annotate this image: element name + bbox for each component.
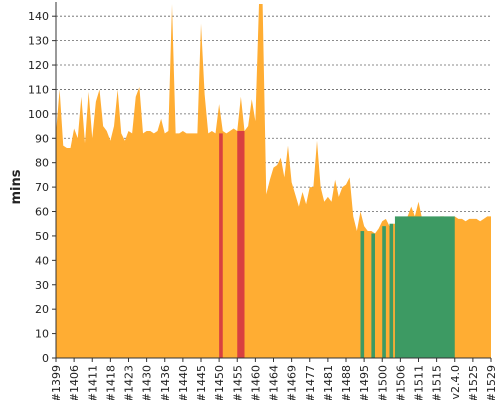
y-axis-label: mins [9,169,24,204]
y-tick-label-40: 40 [35,254,49,267]
x-tick-label-6: #1436 [159,365,172,400]
passed-bar-3 [371,233,375,358]
y-tick-label-120: 120 [28,59,49,72]
passed-bar-2 [360,231,365,358]
y-tick-label-20: 20 [35,303,49,316]
x-tick-label-2: #1411 [86,365,99,400]
y-tick-label-130: 130 [28,35,49,48]
x-tick-label-23: #1525 [467,365,480,400]
y-tick-label-30: 30 [35,279,49,292]
x-tick-label-5: #1430 [141,365,154,400]
x-tick-label-13: #1469 [286,365,299,400]
x-tick-label-11: #1460 [249,365,262,400]
x-tick-label-20: #1511 [413,365,426,400]
x-tick-label-18: #1500 [376,365,389,400]
passed-bar-5 [389,223,394,358]
passed-bar-6 [394,216,455,358]
x-tick-label-17: #1495 [358,365,371,400]
x-tick-label-3: #1418 [104,365,117,400]
x-tick-label-19: #1506 [394,365,407,400]
x-tick-label-24: #1529 [485,365,498,400]
y-tick-label-50: 50 [35,230,49,243]
x-tick-label-22: v2.4.0 [449,365,462,400]
x-tick-label-21: #1515 [431,365,444,400]
x-tick-label-15: #1481 [322,365,335,400]
y-tick-label-90: 90 [35,132,49,145]
x-tick-label-12: #1464 [268,365,281,400]
y-tick-label-70: 70 [35,181,49,194]
x-tick-label-9: #1450 [213,365,226,400]
x-tick-label-0: #1399 [50,365,63,400]
y-tick-label-110: 110 [28,83,49,96]
status-highlights [219,130,455,358]
x-tick-labels: #1399 #1406 #1411 #1418 #1423 #1430 #1436 #1440… [50,358,498,400]
x-tick-label-1: #1406 [68,365,81,400]
passed-bar-4 [382,226,386,358]
x-tick-label-7: #1440 [177,365,190,400]
x-tick-label-4: #1423 [123,365,136,400]
x-tick-label-10: #1455 [231,365,244,400]
x-tick-label-16: #1488 [340,365,353,400]
failed-bar-0 [219,133,223,358]
x-tick-label-8: #1445 [195,365,208,400]
y-tick-labels: 0 10 20 30 40 50 60 70 80 90 100 110 120 130 140 [28,10,56,365]
failed-bar-1 [237,130,245,358]
y-tick-label-10: 10 [35,328,49,341]
y-tick-label-100: 100 [28,108,49,121]
x-tick-label-14: #1477 [304,365,317,400]
y-tick-label-140: 140 [28,10,49,23]
y-tick-label-60: 60 [35,206,49,219]
y-tick-label-0: 0 [42,352,49,365]
y-tick-label-80: 80 [35,157,49,170]
